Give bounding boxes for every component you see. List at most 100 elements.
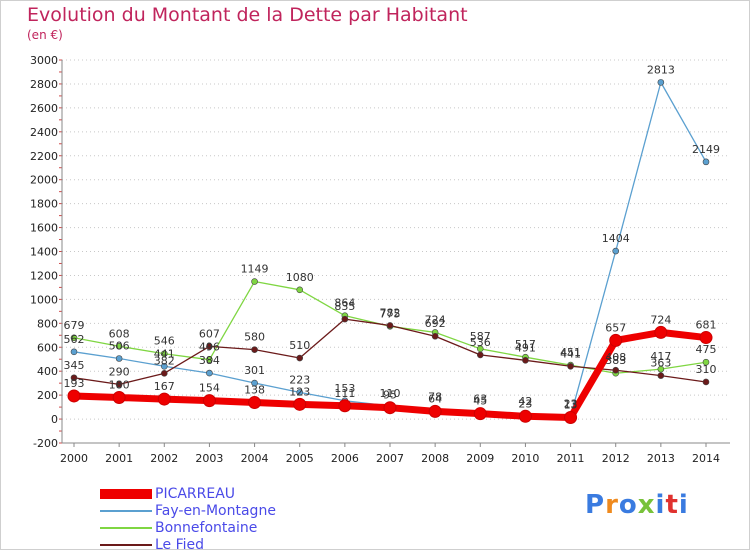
y-tick-label: -200 <box>33 437 58 450</box>
legend-swatch-fill <box>100 543 152 546</box>
legend-item-le-fied: Le Fied <box>100 536 276 553</box>
logo-letter: P <box>585 490 606 520</box>
y-tick-label: 2000 <box>30 174 58 187</box>
y-tick-label: 2800 <box>30 78 58 91</box>
data-point <box>386 322 394 329</box>
data-label: 310 <box>696 363 717 376</box>
y-tick-label: 200 <box>37 389 58 402</box>
legend-label: PICARREAU <box>155 485 236 502</box>
x-tick-label: 2013 <box>647 452 675 465</box>
logo-letter: i <box>678 490 689 520</box>
x-tick-label: 2007 <box>376 452 404 465</box>
data-label: 496 <box>199 341 220 354</box>
data-point <box>248 396 262 410</box>
data-label: 23 <box>518 397 532 410</box>
data-point <box>431 332 439 340</box>
x-tick-label: 2009 <box>466 452 494 465</box>
legend-swatch <box>100 543 152 546</box>
data-label: 536 <box>470 336 491 349</box>
data-label: 681 <box>696 319 717 332</box>
data-label: 724 <box>650 313 671 326</box>
data-point <box>612 366 620 374</box>
data-point <box>341 315 349 323</box>
data-point <box>702 358 710 366</box>
y-tick-label: 1200 <box>30 269 58 282</box>
x-tick-label: 2001 <box>105 452 133 465</box>
data-label: 562 <box>64 333 85 346</box>
logo-letter: x <box>637 490 656 520</box>
data-point <box>202 394 216 408</box>
data-point <box>251 379 258 387</box>
data-label: 451 <box>560 346 581 359</box>
data-point <box>702 378 710 386</box>
data-label: 775 <box>380 307 401 320</box>
data-label: 587 <box>470 330 491 343</box>
data-label: 45 <box>473 395 487 408</box>
data-label: 345 <box>64 359 85 372</box>
proxiti-logo: Proxiti <box>585 490 689 520</box>
legend-item-bonnefontaine: Bonnefontaine <box>100 519 276 536</box>
y-tick-label: 2200 <box>30 150 58 163</box>
data-label: 78 <box>428 391 442 404</box>
y-tick-label: 1600 <box>30 222 58 235</box>
chart-legend: PICARREAU Fay-en-Montagne Bonnefontaine … <box>100 485 276 553</box>
x-tick-label: 2014 <box>692 452 720 465</box>
data-label: 13 <box>564 399 578 412</box>
data-point <box>702 158 710 166</box>
data-label: 223 <box>289 373 310 386</box>
y-tick-label: 2600 <box>30 102 58 115</box>
data-point <box>699 331 713 345</box>
x-tick-label: 2012 <box>602 452 630 465</box>
data-point <box>115 342 123 350</box>
chart-title: Evolution du Montant de la Dette par Hab… <box>27 4 468 26</box>
data-label: 441 <box>154 347 175 360</box>
data-point <box>157 392 171 406</box>
data-point <box>518 409 532 423</box>
data-point <box>564 411 578 425</box>
y-tick-label: 1400 <box>30 246 58 259</box>
legend-label: Fay-en-Montagne <box>155 502 276 519</box>
y-tick-label: 800 <box>37 317 58 330</box>
legend-item-fay-en-montagne: Fay-en-Montagne <box>100 502 276 519</box>
data-label: 110 <box>380 387 401 400</box>
legend-swatch-fill <box>100 488 152 499</box>
data-label: 384 <box>199 354 220 367</box>
data-point <box>567 362 574 370</box>
y-tick-label: 400 <box>37 365 58 378</box>
data-label: 167 <box>154 380 175 393</box>
x-tick-label: 2011 <box>557 452 585 465</box>
data-point <box>296 286 304 294</box>
data-label: 692 <box>425 317 446 330</box>
logo-letter: i <box>655 490 666 520</box>
data-label: 42 <box>518 395 532 408</box>
y-tick-label: 1800 <box>30 198 58 211</box>
x-tick-label: 2010 <box>511 452 539 465</box>
data-point <box>428 404 442 418</box>
data-point <box>657 372 665 379</box>
data-label: 123 <box>289 385 310 398</box>
data-label: 111 <box>334 387 355 400</box>
x-tick-label: 2004 <box>241 452 269 465</box>
data-label: 363 <box>650 357 671 370</box>
data-label: 546 <box>154 335 175 348</box>
data-point <box>160 362 168 370</box>
data-label: 608 <box>109 327 130 340</box>
data-label: 408 <box>605 351 626 364</box>
x-tick-label: 2006 <box>331 452 359 465</box>
data-label: 491 <box>515 341 536 354</box>
data-label: 95 <box>383 389 397 402</box>
legend-label: Bonnefontaine <box>155 519 258 536</box>
legend-swatch <box>100 509 152 512</box>
data-point <box>70 348 78 356</box>
legend-swatch <box>100 488 152 499</box>
data-point <box>612 247 620 255</box>
legend-swatch-fill <box>100 509 152 512</box>
y-tick-label: 2400 <box>30 126 58 139</box>
x-tick-label: 2005 <box>286 452 314 465</box>
y-tick-label: 600 <box>37 341 58 354</box>
data-point <box>251 346 258 353</box>
data-label: 517 <box>515 338 536 351</box>
data-point <box>112 391 126 405</box>
data-point <box>115 355 123 362</box>
